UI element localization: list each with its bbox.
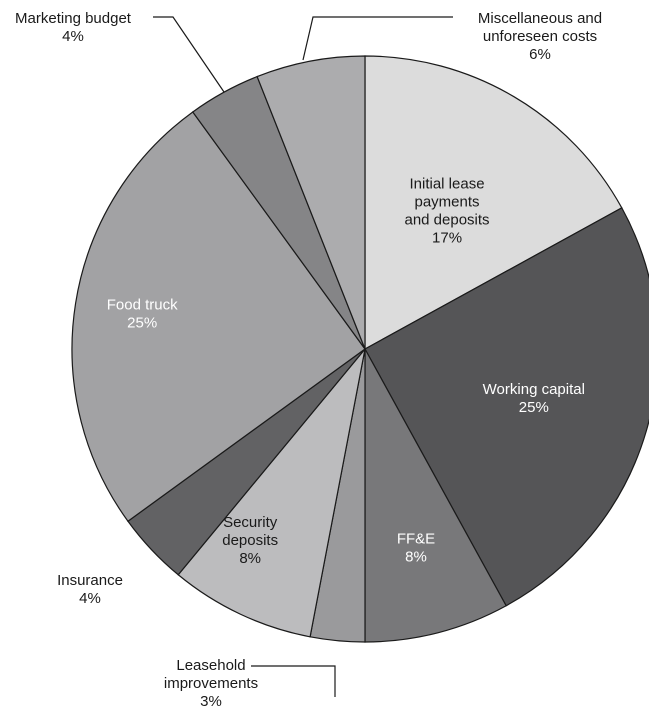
slice-initial-lease-payments-and-deposits-name-label-line-3: and deposits: [404, 211, 489, 228]
slice-miscellaneous-and-unforeseen-costs-name-label-line-2: unforeseen costs: [483, 28, 597, 45]
slice-leasehold-improvements-name-label-line-2: improvements: [164, 675, 258, 692]
slice-initial-lease-payments-and-deposits-name-label-line-2: payments: [415, 193, 480, 210]
slice-leasehold-improvements-name-label-line-1: Leasehold: [176, 657, 245, 674]
slice-leasehold-improvements-value-label: 3%: [200, 693, 222, 710]
slice-marketing-budget-label: Marketing budget 4%: [15, 10, 132, 45]
slice-security-deposits-value-label: 8%: [239, 550, 261, 567]
slice-marketing-budget-value-label: 4%: [62, 28, 84, 45]
slice-miscellaneous-and-unforeseen-costs-label: Miscellaneous and unforeseen costs 6%: [478, 10, 602, 63]
slice-ffande: [364, 348, 507, 643]
slice-security-deposits-label: Security deposits 8%: [222, 514, 278, 567]
slice-food-truck-label: Food truck 25%: [107, 297, 178, 332]
slice-ffande-label: FF&E 8%: [397, 531, 435, 566]
slice-initial-lease-payments-and-deposits-value-label: 17%: [432, 229, 462, 246]
slice-ffande-value-label: 8%: [405, 549, 427, 566]
slice-marketing-budget-name-label-line-1: Marketing budget: [15, 10, 132, 27]
slice-miscellaneous-and-unforeseen-costs: [256, 55, 366, 350]
slice-food-truck: [71, 111, 366, 523]
slice-working-capital-label: Working capital 25%: [483, 381, 585, 416]
slice-security-deposits-name-label-line-2: deposits: [222, 532, 278, 549]
slice-initial-lease-payments-and-deposits-label: Initial lease payments and deposits 17%: [404, 175, 489, 246]
slice-miscellaneous-and-unforeseen-costs-leader-line: [302, 16, 453, 61]
slice-insurance-name-label-line-1: Insurance: [57, 572, 123, 589]
slice-food-truck-name-label-line-1: Food truck: [107, 297, 178, 314]
slice-insurance-value-label: 4%: [79, 590, 101, 607]
slice-working-capital-name-label-line-1: Working capital: [483, 381, 585, 398]
slice-marketing-budget-leader-line: [153, 16, 225, 93]
slice-leasehold-improvements-label: Leasehold improvements 3%: [164, 657, 258, 710]
slice-miscellaneous-and-unforeseen-costs-value-label: 6%: [529, 46, 551, 63]
slice-initial-lease-payments-and-deposits-name-label-line-1: Initial lease: [410, 175, 485, 192]
slice-miscellaneous-and-unforeseen-costs-name-label-line-1: Miscellaneous and: [478, 10, 602, 27]
slice-insurance-label: Insurance 4%: [57, 572, 123, 607]
slice-working-capital: [364, 207, 649, 607]
slice-ffande-name-label-line-1: FF&E: [397, 531, 435, 548]
slice-working-capital-value-label: 25%: [519, 399, 549, 416]
slice-security-deposits-name-label-line-1: Security: [223, 514, 278, 531]
slice-security-deposits: [177, 348, 366, 638]
slice-initial-lease-payments-and-deposits: [364, 55, 623, 351]
slice-food-truck-value-label: 25%: [127, 315, 157, 332]
slice-leasehold-improvements-leader-line: [251, 665, 336, 697]
